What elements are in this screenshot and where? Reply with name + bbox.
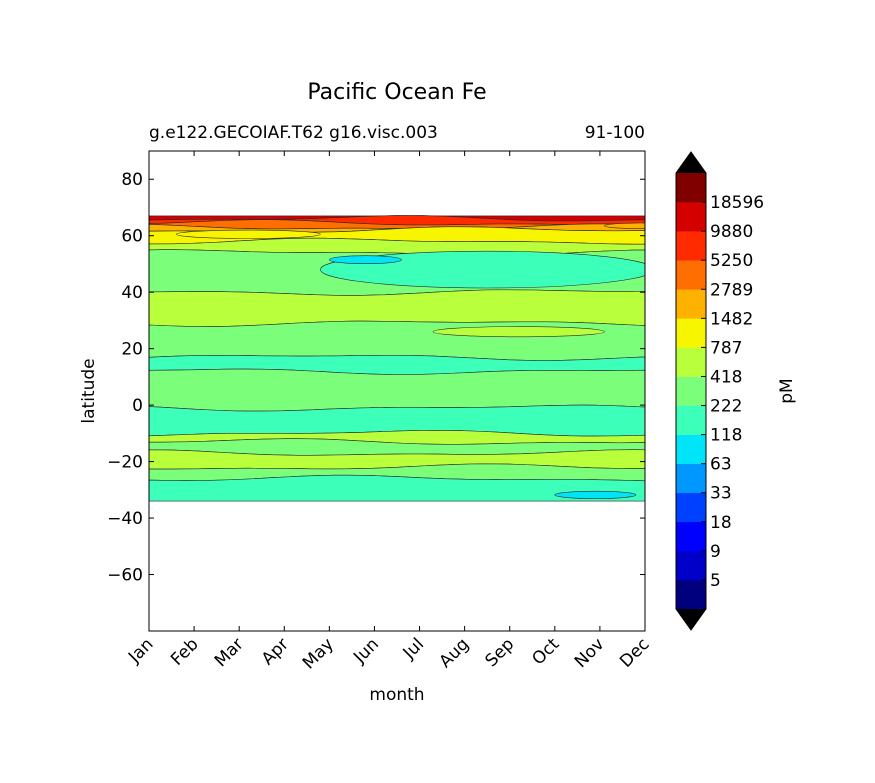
colorbar-swatch — [676, 492, 706, 523]
colorbar-label: pM — [777, 378, 797, 403]
x-tick-label: Aug — [436, 634, 474, 672]
colorbar-swatch — [676, 231, 706, 261]
contour-band — [149, 289, 645, 327]
colorbar-tick-label: 18 — [710, 513, 732, 533]
plot-area: Jan Feb Mar Apr May Jun Jul Aug Sep Oct Nov Dec 80 6… — [107, 150, 654, 673]
colorbar-extend-top — [676, 152, 706, 173]
contour-blob — [554, 490, 637, 499]
colorbar-tick-label: 5 — [710, 571, 721, 591]
colorbar-swatch — [676, 289, 706, 319]
chart-subtitle-right: 91-100 — [585, 123, 645, 143]
colorbar-swatch — [676, 550, 706, 581]
x-tick-label: Oct — [528, 634, 563, 669]
x-tick-label: Nov — [571, 634, 609, 672]
x-tick-label: May — [299, 634, 338, 673]
y-tick-label: 20 — [121, 340, 143, 360]
x-tick-label: Dec — [616, 634, 653, 671]
contour-blob — [328, 255, 402, 265]
colorbar-tick-label: 222 — [710, 397, 742, 417]
colorbar-swatch — [676, 202, 706, 232]
y-tick-label: −20 — [107, 453, 143, 473]
x-tick-label: Apr — [258, 634, 293, 669]
chart-subtitle-left: g.e122.GECOIAF.T62 g16.visc.003 — [149, 123, 438, 143]
contour-blob — [604, 222, 645, 229]
contour-band — [149, 474, 645, 502]
y-tick-label: 40 — [121, 283, 143, 303]
chart-title: Pacific Ocean Fe — [307, 80, 486, 105]
x-tick-label: Jul — [399, 634, 428, 663]
colorbar-tick-label: 118 — [710, 426, 742, 446]
colorbar-tick-label: 787 — [710, 338, 742, 358]
y-tick-label: −40 — [107, 509, 143, 529]
x-axis-label: month — [369, 685, 424, 705]
x-tick-label: Feb — [167, 634, 202, 669]
colorbar-tick-label: 1482 — [710, 309, 753, 329]
colorbar-outline — [675, 151, 707, 631]
colorbar-swatch — [676, 434, 706, 464]
colorbar-swatch — [676, 376, 706, 406]
x-tick-label: Mar — [211, 634, 248, 671]
colorbar-extend-bottom — [676, 609, 706, 630]
colorbar-swatch — [676, 521, 706, 552]
colorbar-tick-label: 5250 — [710, 251, 753, 271]
contour-blob — [175, 229, 321, 239]
contour-band — [149, 320, 645, 361]
colorbar-tick-label: 33 — [710, 484, 732, 504]
colorbar-tick-label: 18596 — [710, 193, 764, 213]
y-tick-label: −60 — [107, 566, 143, 586]
colorbar-tick-label: 2789 — [710, 280, 753, 300]
colorbar-tick-label: 9880 — [710, 222, 753, 242]
colorbar-swatch — [676, 260, 706, 290]
colorbar-swatch — [676, 318, 706, 348]
contour-blobs — [175, 222, 645, 499]
x-tick-label: Jun — [349, 634, 383, 668]
x-tick-label: Sep — [481, 634, 518, 671]
contour-blob — [320, 250, 645, 289]
y-axis: 80 60 40 20 0 −20 −40 −60 — [107, 170, 645, 586]
y-tick-label: 80 — [121, 170, 143, 190]
plot-frame — [148, 150, 646, 632]
colorbar-swatch — [676, 579, 706, 610]
y-tick-label: 60 — [121, 227, 143, 247]
y-tick-label: 0 — [132, 396, 143, 416]
x-tick-label: Jan — [124, 634, 157, 667]
colorbar: 5 9 18 33 63 118 222 418 787 1482 2789 5250 9880 1859… — [675, 151, 764, 631]
colorbar-tick-label: 418 — [710, 368, 742, 388]
colorbar-swatch — [676, 405, 706, 435]
y-axis-label: latitude — [79, 358, 99, 423]
colorbar-swatch — [676, 463, 706, 494]
colorbar-tick-label: 63 — [710, 455, 732, 475]
contour-blob — [432, 326, 605, 338]
colorbar-swatch — [676, 347, 706, 377]
colorbar-tick-label: 9 — [710, 542, 721, 562]
contour-band — [149, 368, 645, 412]
colorbar-swatch — [676, 173, 706, 203]
